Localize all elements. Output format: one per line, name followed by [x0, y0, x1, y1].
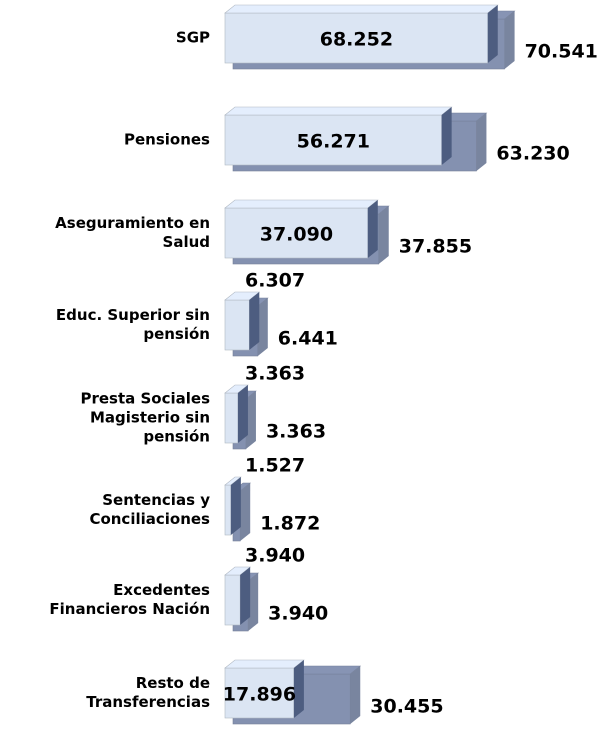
bar-front	[224, 484, 232, 536]
bar	[224, 106, 453, 166]
bar-side	[248, 573, 259, 631]
category-label: Sentencias y Conciliaciones	[89, 491, 210, 528]
bar-front	[224, 667, 295, 719]
bar-top	[224, 106, 453, 116]
value-label: 17.896	[223, 684, 296, 706]
value-label: 70.541	[525, 41, 598, 63]
bar-side	[367, 200, 378, 258]
category-label: Pensiones	[123, 130, 210, 149]
value-label: 30.455	[370, 696, 443, 718]
category-label: Aseguramiento en Salud	[55, 214, 210, 251]
value-label: 68.252	[320, 29, 393, 51]
value-label: 3.363	[245, 363, 305, 385]
category-label: Educ. Superior sin pensión	[55, 306, 210, 343]
bar	[224, 659, 305, 719]
value-label: 37.855	[399, 236, 472, 258]
bar-side	[230, 477, 241, 535]
value-label: 56.271	[297, 131, 370, 153]
category-label: Resto de Transferencias	[86, 674, 210, 711]
bar	[224, 4, 499, 64]
bar-side	[476, 113, 487, 171]
bar-top	[224, 199, 379, 209]
value-label: 63.230	[496, 143, 569, 165]
value-label: 3.363	[266, 421, 326, 443]
bar-side	[240, 483, 251, 541]
value-label: 3.940	[245, 545, 305, 567]
bar-front	[224, 299, 250, 351]
bar-side	[240, 567, 251, 625]
bar-side	[441, 107, 452, 165]
bar-side	[237, 385, 248, 443]
bar-top	[224, 659, 305, 669]
bar	[224, 384, 249, 444]
bar-side	[504, 11, 515, 69]
bar-side	[249, 292, 260, 350]
value-label: 1.527	[245, 455, 305, 477]
bar-front	[224, 574, 241, 626]
bar-front	[224, 114, 442, 166]
category-label: Excedentes Financieros Nación	[49, 581, 210, 618]
bar-side	[487, 5, 498, 63]
bar-side	[350, 666, 361, 724]
value-label: 6.307	[245, 270, 305, 292]
bar-front	[224, 392, 239, 444]
bar-side	[257, 298, 268, 356]
value-label: 3.940	[268, 603, 328, 625]
category-label: SGP	[175, 28, 210, 47]
bar	[224, 476, 242, 536]
bar-side	[293, 660, 304, 718]
value-label: 37.090	[260, 224, 333, 246]
value-label: 6.441	[278, 328, 338, 350]
value-label: 1.872	[260, 513, 320, 535]
bar	[224, 566, 252, 626]
bar-top	[224, 4, 499, 14]
category-label: Presta Sociales Magisterio sin pensión	[80, 389, 210, 446]
bar	[224, 199, 379, 259]
bar	[224, 291, 261, 351]
bar-side	[378, 206, 389, 264]
bar-side	[245, 391, 256, 449]
